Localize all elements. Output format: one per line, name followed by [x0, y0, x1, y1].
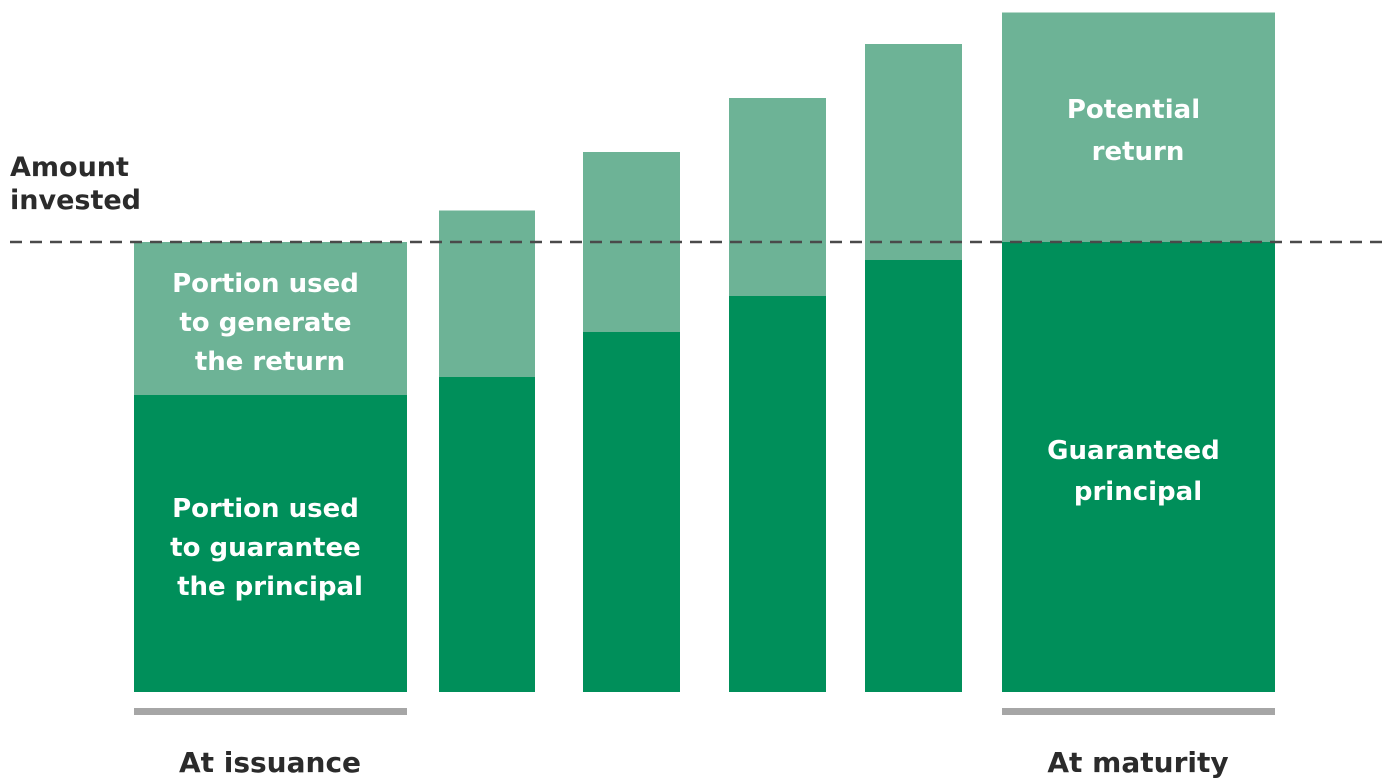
- bar-5-guaranteed-segment: [865, 260, 962, 692]
- bar-4-return-segment: [729, 98, 826, 296]
- bar-1-guaranteed-segment: [134, 395, 407, 692]
- issuance-principal-label: Portion used to guarantee the principal: [170, 494, 370, 602]
- maturity-baseline: [1002, 708, 1275, 715]
- bar-6-return-segment: [1002, 12, 1275, 242]
- bar-1-return-segment: [134, 242, 407, 395]
- issuance-principal-line-1: Portion used: [172, 494, 359, 524]
- at-issuance-label: At issuance: [179, 746, 361, 779]
- bar-6-guaranteed-segment: [1002, 242, 1275, 692]
- bar-5-return-segment: [865, 44, 962, 260]
- issuance-return-line-3: the return: [195, 347, 345, 377]
- at-maturity-label: At maturity: [1047, 746, 1228, 779]
- issuance-principal-line-2: to guarantee: [170, 533, 361, 563]
- maturity-return-line-2: return: [1092, 137, 1185, 167]
- amount-invested-label: Amount invested: [10, 152, 141, 216]
- issuance-return-line-1: Portion used: [172, 269, 359, 299]
- bar-2-return-segment: [439, 210, 535, 377]
- issuance-principal-line-3: the principal: [177, 572, 363, 602]
- issuance-return-line-2: to generate: [179, 308, 351, 338]
- maturity-principal-line-1: Guaranteed: [1047, 436, 1220, 466]
- maturity-return-line-1: Potential: [1067, 95, 1200, 125]
- issuance-baseline: [134, 708, 407, 715]
- bar-4-guaranteed-segment: [729, 296, 826, 692]
- bar-2-guaranteed-segment: [439, 377, 535, 692]
- maturity-principal-line-2: principal: [1074, 477, 1202, 507]
- issuance-return-label: Portion used to generate the return: [172, 269, 368, 377]
- amount-invested-line-2: invested: [10, 185, 141, 216]
- maturity-return-label: Potential return: [1067, 95, 1209, 167]
- amount-invested-line-1: Amount: [10, 152, 129, 183]
- bar-3-guaranteed-segment: [583, 332, 680, 692]
- maturity-principal-label: Guaranteed principal: [1047, 436, 1229, 507]
